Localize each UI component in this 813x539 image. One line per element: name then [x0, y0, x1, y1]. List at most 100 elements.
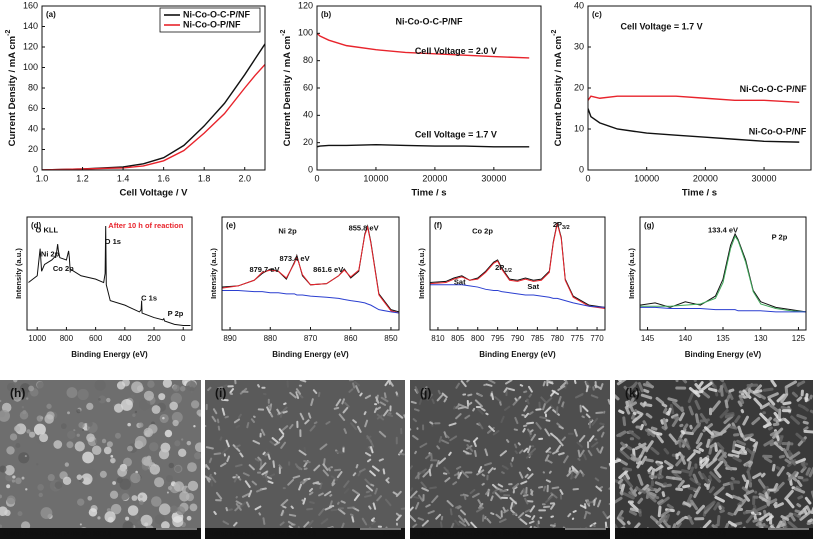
texture: [288, 513, 297, 517]
texture: [380, 396, 389, 403]
texture: [205, 465, 207, 468]
texture: [466, 444, 474, 452]
texture: [6, 484, 11, 489]
y-axis-title-text: Current Density / mA cm: [282, 36, 293, 147]
texture: [370, 483, 375, 487]
x-tick-label: 600: [89, 334, 103, 343]
texture: [690, 499, 698, 511]
texture: [628, 381, 638, 393]
texture: [266, 406, 271, 414]
annotation: Ni 2p: [41, 249, 60, 258]
annotation-text: Cell Voltage = 1.7 V: [621, 22, 703, 32]
data-line: [317, 32, 530, 59]
texture: [33, 423, 46, 436]
panel-label: (d): [31, 221, 42, 230]
texture: [110, 457, 116, 464]
texture: [250, 418, 255, 423]
texture: [384, 498, 392, 507]
data-line: [222, 225, 399, 314]
texture: [733, 480, 741, 485]
annotation: 879.7 eV: [249, 265, 279, 274]
micrograph-caption: SU8010 2.0kV-D 6.0mm x45.0k SE+BSE(U): [618, 531, 726, 537]
texture: [478, 422, 484, 430]
data-line: [430, 223, 605, 310]
texture: [585, 381, 591, 389]
texture: [225, 506, 229, 512]
texture: [265, 447, 273, 456]
texture: [64, 462, 70, 467]
texture: [318, 508, 325, 516]
texture: [438, 457, 447, 465]
texture: [1, 402, 12, 413]
texture: [549, 524, 556, 527]
annotation-text: Co 2p: [53, 264, 74, 273]
texture: [480, 407, 486, 412]
texture: [485, 412, 489, 416]
series-label: Ni-Co-O-C-P/NF: [740, 84, 807, 94]
texture: [97, 516, 101, 520]
texture: [568, 467, 572, 474]
texture: [322, 463, 329, 471]
texture: [524, 412, 530, 418]
texture: [545, 397, 553, 404]
texture: [233, 521, 238, 527]
texture: [239, 452, 244, 458]
texture: [349, 513, 354, 517]
y-axis-title-text: Intensity (a.u.): [417, 248, 426, 299]
texture: [299, 412, 305, 421]
texture: [213, 471, 217, 475]
texture: [683, 431, 694, 436]
texture: [86, 433, 95, 442]
texture: [710, 400, 721, 413]
texture: [528, 432, 532, 438]
texture: [708, 446, 713, 455]
texture: [364, 394, 372, 400]
texture: [190, 400, 200, 409]
y-tick-label: 30: [574, 41, 584, 51]
texture: [21, 406, 25, 409]
texture: [663, 448, 670, 455]
texture: [422, 470, 430, 478]
texture: [140, 514, 153, 527]
scale-label: 1.00um: [791, 531, 810, 537]
texture: [642, 420, 648, 426]
texture: [460, 470, 469, 479]
annotation-sub: 3/2: [562, 225, 570, 231]
x-axis-title: Cell Voltage / V: [120, 188, 189, 199]
texture: [499, 489, 508, 493]
texture: [713, 486, 725, 497]
texture: [615, 496, 623, 504]
texture: [771, 463, 776, 472]
texture: [530, 490, 534, 495]
texture: [414, 501, 420, 510]
texture: [749, 450, 756, 462]
texture: [545, 458, 553, 464]
annotation: O 1s: [105, 237, 121, 246]
texture: [494, 396, 502, 403]
texture: [538, 485, 544, 489]
x-tick-label: 400: [118, 334, 132, 343]
panel-label: (j): [420, 386, 431, 400]
texture: [147, 380, 155, 388]
texture: [235, 444, 241, 448]
x-axis-title: Binding Energy (eV): [685, 350, 762, 359]
texture: [366, 435, 373, 443]
texture: [593, 499, 596, 506]
texture: [714, 469, 722, 479]
texture: [154, 514, 165, 525]
texture: [528, 447, 537, 456]
texture: [607, 398, 610, 405]
texture: [238, 413, 242, 419]
texture: [552, 450, 559, 455]
texture: [308, 491, 314, 496]
x-tick-label: 890: [223, 334, 237, 343]
texture: [526, 398, 530, 405]
texture: [160, 521, 170, 530]
texture: [709, 443, 716, 449]
texture: [788, 512, 796, 522]
texture: [186, 515, 192, 521]
texture: [503, 509, 509, 514]
texture: [11, 479, 16, 483]
texture: [38, 492, 43, 498]
texture: [678, 437, 690, 449]
